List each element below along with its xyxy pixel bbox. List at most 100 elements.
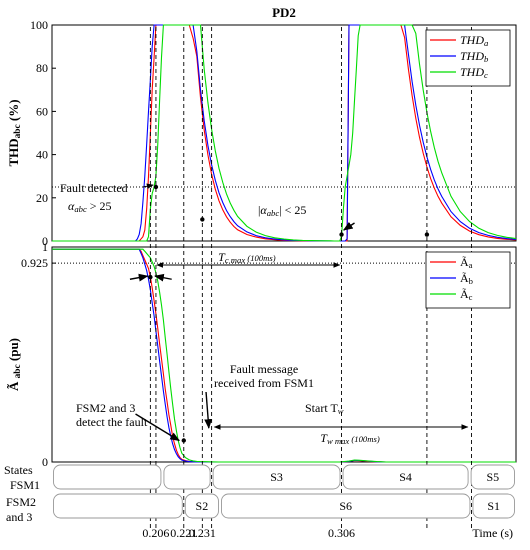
fsm1-state-label-part: S3 bbox=[270, 470, 283, 484]
x-axis-label-part: Time (s) bbox=[472, 526, 513, 540]
amp-legend-label: Ãa bbox=[460, 255, 473, 270]
thd-legend-box bbox=[425, 29, 511, 87]
x-axis-label: Time (s) bbox=[472, 526, 513, 540]
start-tw-label-part: w bbox=[338, 406, 344, 416]
xtick-label-part: 0.206 bbox=[142, 526, 169, 540]
bottom-marker-dot bbox=[148, 274, 153, 280]
fault-message-line2: received from FSM1 bbox=[214, 376, 314, 390]
tc-max-label: Tc max (100ms) bbox=[218, 250, 276, 265]
fsm23-state-label-part: S6 bbox=[339, 499, 352, 513]
fsm23-detect-line1-part: FSM2 and 3 bbox=[76, 401, 135, 415]
thd-legend-label-part: a bbox=[484, 38, 488, 48]
top-ytick-label-part: 80 bbox=[36, 61, 48, 75]
dip-arrow-left bbox=[129, 273, 149, 282]
fsm23-state-box bbox=[472, 493, 515, 519]
alpha-lt-label-part: | bbox=[258, 203, 260, 217]
top-ytick-label: 0 bbox=[42, 234, 48, 248]
chart-title-part: PD2 bbox=[272, 5, 296, 20]
top-marker-dot bbox=[339, 232, 344, 237]
top-ytick-label: 40 bbox=[36, 148, 48, 162]
fsm1-label: FSM1 bbox=[10, 478, 40, 492]
fsm1-state-label: S3 bbox=[270, 470, 283, 484]
alpha-lt-label-part: | < 25 bbox=[279, 203, 306, 217]
fsm23-detect-line2-part: detect the fault bbox=[76, 415, 148, 429]
amp-legend-label-part: b bbox=[469, 276, 473, 286]
amp-legend-label-part: a bbox=[469, 260, 473, 270]
top-ytick-label: 80 bbox=[36, 61, 48, 75]
tw-max-label-part: T bbox=[320, 431, 328, 445]
thd-legend-label-part: THD bbox=[460, 65, 484, 79]
fsm23-state-box bbox=[53, 493, 183, 519]
bottom-marker-dot bbox=[181, 438, 186, 443]
thd-legend-label-part: b bbox=[484, 54, 489, 64]
tc-max-label-part: T bbox=[218, 250, 226, 264]
xtick-label: 0.231 bbox=[189, 526, 216, 540]
states-label-part: States bbox=[4, 463, 33, 477]
amp-legend-box bbox=[425, 251, 511, 309]
top-ytick-label-part: 20 bbox=[36, 191, 48, 205]
fault-message-line1-part: Fault message bbox=[230, 362, 298, 376]
tw-max-label-part: (100ms) bbox=[349, 434, 380, 444]
top-marker-dot bbox=[200, 217, 205, 222]
fsm1-state-label: S5 bbox=[486, 470, 499, 484]
bottom-ylabel: Ã abc (pu) bbox=[6, 338, 23, 391]
start-tw-label-part: Start T bbox=[305, 401, 338, 415]
alpha-gt-label: αabc > 25 bbox=[68, 199, 112, 214]
top-plot-frame bbox=[51, 24, 517, 242]
tc-max-label-part: c max bbox=[225, 255, 246, 265]
fault-message-arrow bbox=[204, 391, 213, 429]
chart-title: PD2 bbox=[272, 5, 296, 20]
thd-legend-label-part: THD bbox=[460, 33, 484, 47]
fsm1-state-box bbox=[212, 464, 341, 490]
thd-legend-label-part: THD bbox=[460, 49, 484, 63]
fsm1-state-label: S4 bbox=[399, 470, 412, 484]
fsm23-label-2-part: and 3 bbox=[6, 510, 32, 524]
top-ylabel: THDabc (%) bbox=[6, 99, 23, 166]
alpha-lt-label: |αabc| < 25 bbox=[258, 203, 306, 218]
top-ytick-label: 100 bbox=[30, 18, 48, 32]
amp-legend-label-part: Ã bbox=[460, 271, 469, 285]
fsm23-state-label: S6 bbox=[339, 499, 352, 513]
fsm23-state-label-part: S2 bbox=[196, 499, 209, 513]
start-tw-label: Start Tw bbox=[305, 401, 344, 416]
restoration-arrow bbox=[342, 221, 355, 231]
xtick-label-part: 0.306 bbox=[328, 526, 355, 540]
fsm23-detect-arrow bbox=[135, 413, 180, 442]
fault-detected-label: Fault detected bbox=[60, 181, 128, 195]
fsm23-state-box bbox=[221, 493, 471, 519]
fsm23-state-label: S2 bbox=[196, 499, 209, 513]
top-ytick-label: 60 bbox=[36, 104, 48, 118]
fsm1-state-box bbox=[342, 464, 469, 490]
dip-arrow-right bbox=[154, 273, 172, 282]
fsm23-detect-line1: FSM2 and 3 bbox=[76, 401, 135, 415]
bottom-ytick-label-part: 0.925 bbox=[21, 256, 48, 270]
top-ylabel-part: THD bbox=[6, 138, 21, 166]
fsm23-label-2: and 3 bbox=[6, 510, 32, 524]
tw-max-label: Tw max (100ms) bbox=[320, 431, 380, 446]
tc-max-label-part: (100ms) bbox=[245, 253, 276, 263]
thd-legend-label: THDa bbox=[460, 33, 488, 48]
thd-legend-label: THDb bbox=[460, 49, 489, 64]
fsm1-state-label-part: S4 bbox=[399, 470, 412, 484]
top-ylabel-part: abc bbox=[13, 124, 23, 138]
fault-message-line1: Fault message bbox=[230, 362, 298, 376]
bottom-ytick-label-part: 1 bbox=[42, 240, 48, 254]
xtick-label: 0.206 bbox=[142, 526, 169, 540]
fsm1-state-label-part: S5 bbox=[486, 470, 499, 484]
tw-max-label-part: w max bbox=[327, 436, 349, 446]
fsm1-state-box bbox=[470, 464, 515, 490]
top-ytick-label: 20 bbox=[36, 191, 48, 205]
bottom-ytick-label: 0.925 bbox=[21, 256, 48, 270]
fault-detected-label-part: Fault detected bbox=[60, 181, 128, 195]
fsm23-state-label: S1 bbox=[487, 499, 500, 513]
fsm1-label-part: FSM1 bbox=[10, 478, 40, 492]
thd-series-c bbox=[52, 24, 517, 242]
top-ytick-label-part: 40 bbox=[36, 148, 48, 162]
top-ylabel-part: (%) bbox=[6, 99, 21, 124]
amp-legend-label-part: Ã bbox=[460, 287, 469, 301]
fsm23-state-label-part: S1 bbox=[487, 499, 500, 513]
xtick-label: 0.221 bbox=[170, 526, 197, 540]
fault-message-line2-part: received from FSM1 bbox=[214, 376, 314, 390]
bottom-ytick-label: 0 bbox=[42, 455, 48, 469]
fsm1-state-box bbox=[53, 464, 162, 490]
